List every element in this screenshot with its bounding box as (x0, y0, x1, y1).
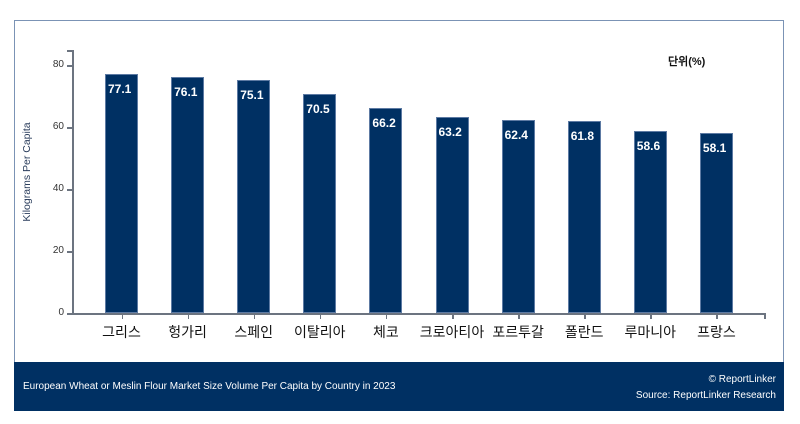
x-tick (716, 314, 718, 319)
bar-value-label: 58.1 (702, 140, 727, 155)
y-tick (67, 313, 72, 315)
x-tick (584, 314, 586, 319)
x-category-label: 헝가리 (168, 324, 207, 340)
footer-copyright: © ReportLinker (708, 374, 776, 385)
y-tick (67, 127, 72, 129)
bar (435, 117, 469, 313)
y-tick-label: 80 (52, 59, 64, 70)
x-category-label: 이탈리아 (294, 324, 346, 340)
bar (369, 107, 403, 313)
x-tick (452, 314, 454, 319)
x-category-label: 크로아티아 (419, 324, 485, 340)
bar-value-label: 70.5 (306, 102, 330, 117)
x-category-label: 포르투갈 (492, 324, 544, 340)
unit-note: 단위(%) (668, 56, 706, 68)
x-tick (187, 314, 190, 319)
y-tick-label: 20 (52, 245, 64, 256)
x-tick (518, 314, 520, 319)
y-axis-label: Kilograms Per Capita (21, 122, 33, 222)
bar-value-label: 77.1 (108, 81, 132, 96)
bar-value-label: 58.6 (636, 139, 661, 154)
bar-value-label: 63.2 (438, 125, 462, 140)
x-category-label: 프랑스 (697, 324, 736, 340)
y-axis-line (72, 50, 74, 314)
plot-area: 단위(%) Kilograms Per Capita 0 20 40 60 80 77.… (21, 50, 766, 340)
x-tick (650, 314, 652, 319)
y-tick-label: 0 (58, 307, 64, 318)
x-category-label: 루마니아 (624, 324, 677, 340)
x-category-label: 그리스 (102, 324, 141, 340)
bar-value-label: 75.1 (240, 88, 264, 103)
bar (237, 80, 271, 313)
y-tick-label: 40 (52, 183, 64, 194)
bar (501, 119, 535, 313)
bar (567, 121, 601, 313)
bar (633, 131, 667, 313)
bar (171, 77, 205, 313)
bar-value-label: 76.1 (174, 85, 198, 100)
bar (699, 132, 733, 313)
x-tick (385, 314, 388, 319)
x-category-label: 체코 (373, 324, 399, 340)
x-tick (319, 314, 322, 319)
x-axis-line (67, 313, 765, 315)
bar-value-label: 62.4 (504, 127, 528, 142)
x-tick (253, 314, 256, 319)
y-tick-label: 60 (52, 121, 64, 132)
chart-footer: European Wheat or Meslin Flour Market Si… (14, 362, 784, 411)
y-tick (67, 65, 72, 67)
bar-value-label: 61.8 (570, 129, 595, 144)
y-axis-cap (67, 50, 73, 52)
bar-value-label: 66.2 (372, 115, 396, 130)
y-tick (67, 251, 72, 253)
y-tick (67, 189, 72, 191)
x-axis-cap (764, 313, 766, 319)
x-tick (121, 314, 123, 319)
bar (303, 94, 337, 313)
x-category-label: 스페인 (234, 324, 274, 340)
bar (105, 73, 138, 313)
footer-source: Source: ReportLinker Research (635, 390, 776, 401)
footer-title: European Wheat or Meslin Flour Market Si… (23, 381, 396, 392)
x-category-label: 폴란드 (564, 324, 604, 340)
